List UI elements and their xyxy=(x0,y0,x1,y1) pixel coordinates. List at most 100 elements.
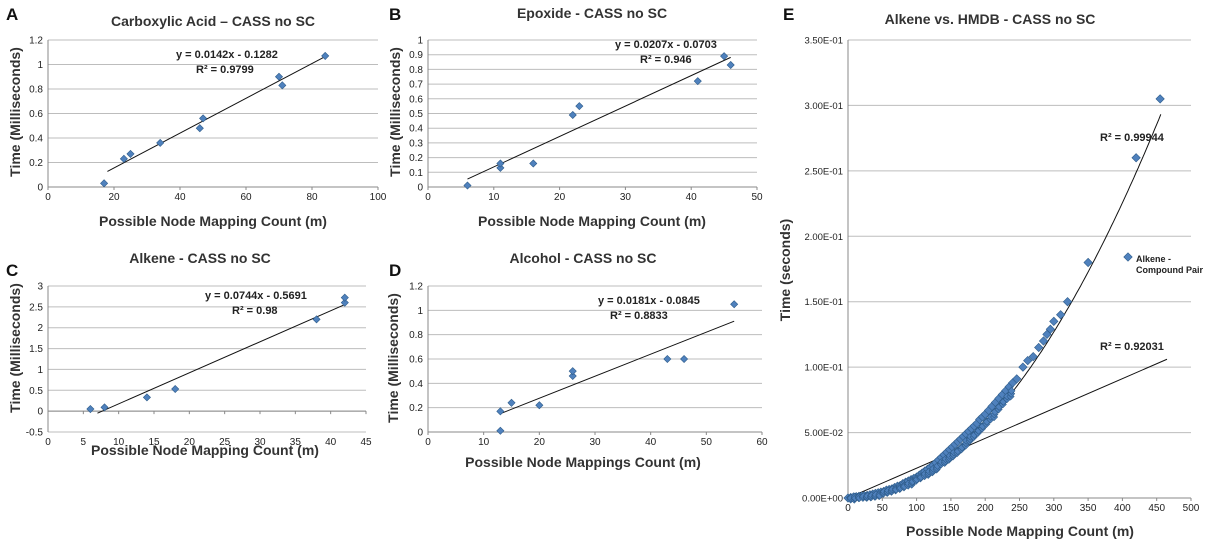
trend-line-linear xyxy=(500,320,735,415)
fit-equation: y = 0.0207x - 0.0703 xyxy=(615,39,717,51)
panel-letter-c: C xyxy=(6,261,18,280)
x-tick-label: 40 xyxy=(325,437,337,448)
x-tick-label: 10 xyxy=(478,437,490,448)
y-tick-label: 0.2 xyxy=(29,158,43,169)
y-tick-label: 0.6 xyxy=(29,109,43,120)
fit-r-squared: R² = 0.946 xyxy=(640,54,692,66)
x-tick-label: 0 xyxy=(45,192,51,203)
data-point xyxy=(86,405,95,414)
chart-title: Carboxylic Acid – CASS no SC xyxy=(111,13,315,29)
y-tick-label: 3.00E-01 xyxy=(804,101,843,112)
trend-line-linear xyxy=(97,304,346,414)
x-tick-label: 300 xyxy=(1045,503,1062,514)
fit-r-squared: R² = 0.9799 xyxy=(196,64,254,76)
data-point xyxy=(1083,257,1093,268)
data-point xyxy=(171,385,180,394)
x-tick-label: 40 xyxy=(645,437,657,448)
data-point xyxy=(1034,342,1044,353)
y-axis-label: Time (Milliseconds) xyxy=(7,47,23,177)
data-point xyxy=(568,372,577,381)
x-tick-label: 45 xyxy=(360,437,372,448)
x-tick-label: 400 xyxy=(1114,503,1131,514)
data-point xyxy=(1062,297,1073,307)
x-tick-label: 60 xyxy=(756,437,768,448)
x-tick-label: 20 xyxy=(184,437,196,448)
data-point xyxy=(274,72,284,81)
x-tick-label: 30 xyxy=(620,192,632,203)
y-tick-label: 1 xyxy=(37,365,43,376)
data-point xyxy=(568,367,577,376)
y-tick-label: 2.00E-01 xyxy=(804,232,843,243)
legend-marker xyxy=(1123,252,1133,262)
y-tick-label: 1.00E-01 xyxy=(804,363,843,374)
y-tick-label: 2 xyxy=(37,323,43,334)
chart-title: Alcohol - CASS no SC xyxy=(510,250,657,266)
data-point xyxy=(496,159,505,168)
y-tick-label: 0.1 xyxy=(409,168,423,179)
data-point xyxy=(1012,374,1022,384)
y-tick-label: 1.2 xyxy=(409,282,423,293)
x-axis-label: Possible Node Mapping Count (m) xyxy=(99,213,327,229)
x-tick-label: 80 xyxy=(306,192,318,203)
data-point xyxy=(507,398,516,407)
x-tick-label: 0 xyxy=(425,192,431,203)
y-tick-label: -0.5 xyxy=(26,428,44,439)
y-tick-label: 3 xyxy=(37,282,43,293)
data-point xyxy=(529,159,538,168)
y-axis-label: Time (Milliseconds) xyxy=(385,293,401,423)
x-tick-label: 15 xyxy=(148,437,160,448)
y-tick-label: 0.8 xyxy=(29,85,43,96)
y-tick-label: 0.5 xyxy=(409,109,423,120)
panel-b: 00.10.20.30.40.50.60.70.80.910 10 20 30 40 50… xyxy=(387,5,763,229)
data-point xyxy=(1018,362,1028,372)
y-tick-label: 1.5 xyxy=(29,344,43,355)
data-point xyxy=(142,393,151,402)
panel-a: 0 0.2 0.4 0.6 0.8 1 1.2 0 20 40 60 80 100 A Carboxyl… xyxy=(6,5,387,229)
y-tick-label: 1 xyxy=(417,36,423,47)
data-point xyxy=(575,102,584,111)
data-point xyxy=(726,60,735,70)
fit-r-squared-linear: R² = 0.92031 xyxy=(1100,341,1164,353)
data-point xyxy=(100,179,109,188)
panel-letter-b: B xyxy=(389,5,401,24)
x-tick-label: 50 xyxy=(877,503,889,514)
fit-r-squared: R² = 0.98 xyxy=(232,305,278,317)
data-point xyxy=(321,51,330,60)
x-tick-label: 20 xyxy=(108,192,120,203)
y-tick-label: 0.4 xyxy=(29,134,43,145)
y-tick-label: 0.00E+00 xyxy=(802,494,843,505)
legend-label-line2: Compound Pair xyxy=(1136,265,1203,275)
panel-letter-a: A xyxy=(6,5,18,24)
y-tick-label: 0.8 xyxy=(409,330,423,341)
x-tick-label: 450 xyxy=(1148,503,1165,514)
chart-title: Alkene vs. HMDB - CASS no SC xyxy=(885,11,1096,27)
data-point xyxy=(278,81,287,90)
x-tick-label: 40 xyxy=(686,192,698,203)
y-tick-label: 1 xyxy=(37,60,43,71)
data-point xyxy=(680,354,689,364)
panel-d: 0 0.2 0.4 0.6 0.8 1 1.2 0 10 20 30 40 50 60 D Alcohol… xyxy=(385,250,768,470)
y-tick-label: 0 xyxy=(37,407,43,418)
fit-equation: y = 0.0744x - 0.5691 xyxy=(205,290,307,302)
data-point xyxy=(730,300,739,309)
y-tick-label: 0.2 xyxy=(409,403,423,414)
x-axis-label: Possible Node Mapping Count (m) xyxy=(906,523,1134,539)
data-point xyxy=(693,77,702,86)
data-point xyxy=(496,163,505,172)
y-tick-label: 2.50E-01 xyxy=(804,166,843,177)
x-tick-label: 0 xyxy=(425,437,431,448)
y-tick-label: 3.50E-01 xyxy=(804,36,843,47)
x-tick-label: 25 xyxy=(219,437,231,448)
x-tick-label: 50 xyxy=(751,192,763,203)
x-tick-label: 40 xyxy=(174,192,186,203)
x-tick-label: 20 xyxy=(554,192,566,203)
data-point xyxy=(720,52,729,61)
y-tick-label: 1.50E-01 xyxy=(804,297,843,308)
data-point xyxy=(126,149,135,158)
data-point xyxy=(340,293,349,302)
x-tick-label: 10 xyxy=(113,437,125,448)
data-point xyxy=(568,110,577,119)
panel-letter-d: D xyxy=(389,261,401,280)
data-point xyxy=(463,181,472,190)
